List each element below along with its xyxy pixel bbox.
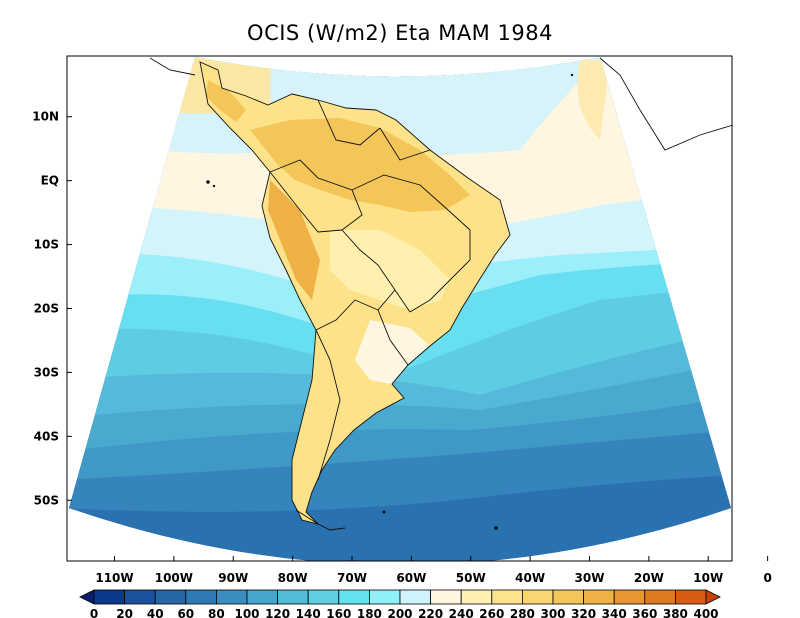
colorbar-label: 160 (326, 607, 351, 618)
x-tick-label: 90W (218, 571, 248, 585)
colorbar-label: 0 (90, 607, 98, 618)
plot-area (69, 57, 732, 561)
x-tick-label: 80W (278, 571, 308, 585)
colorbar-segment (491, 589, 523, 605)
colorbar-segment (277, 589, 309, 605)
colorbar-segment (583, 589, 615, 605)
colorbar-label: 340 (602, 607, 627, 618)
x-axis: 110W 100W 90W 80W 70W 60W 50W 40W 30W 20W 10W 0 (95, 556, 772, 585)
y-tick-label: EQ (41, 174, 59, 188)
colorbar-label: 260 (479, 607, 504, 618)
colorbar-label: 300 (540, 607, 565, 618)
colorbar-segment (675, 589, 707, 605)
colorbar-segment (215, 589, 248, 605)
colorbar-segment (522, 589, 554, 605)
colorbar-label: 20 (116, 607, 133, 618)
x-tick-label: 40W (515, 571, 545, 585)
y-tick-label: 20S (34, 302, 59, 316)
colorbar-segment (399, 589, 432, 605)
colorbar-segment (613, 589, 646, 605)
colorbar-segment (368, 589, 401, 605)
x-tick-label: 0 (763, 571, 771, 585)
colorbar-segment (246, 589, 279, 605)
colorbar-segment (124, 589, 156, 605)
y-tick-label: 40S (34, 429, 59, 443)
colorbar-segment (338, 589, 370, 605)
colorbar-segment (307, 589, 340, 605)
colorbar-arrow-low (79, 589, 95, 605)
colorbar-label: 40 (147, 607, 164, 618)
colorbar-segment (154, 589, 187, 605)
x-tick-label: 20W (634, 571, 664, 585)
x-tick-label: 50W (456, 571, 486, 585)
colorbar-label: 360 (632, 607, 657, 618)
coastlines (149, 57, 732, 531)
chart-title: OCIS (W/m2) Eta MAM 1984 (247, 21, 553, 45)
radiation-field (69, 57, 731, 561)
y-tick-label: 10N (32, 110, 59, 124)
colorbar-segment (430, 589, 462, 605)
colorbar-label: 120 (265, 607, 290, 618)
colorbar-segment (185, 589, 217, 605)
y-tick-label: 50S (34, 493, 59, 507)
colorbar: 0 20 40 60 80 100 120 140 160 180 200 220 240 260 280 3… (79, 589, 721, 618)
x-tick-label: 30W (575, 571, 605, 585)
colorbar-segment (552, 589, 585, 605)
x-tick-label: 60W (396, 571, 426, 585)
colorbar-label: 140 (296, 607, 321, 618)
colorbar-label: 240 (449, 607, 474, 618)
colorbar-label: 200 (387, 607, 412, 618)
colorbar-segment (644, 589, 676, 605)
islands (206, 73, 574, 530)
colorbar-label: 180 (357, 607, 382, 618)
x-tick-label: 10W (693, 571, 723, 585)
colorbar-arrow-high (705, 589, 721, 605)
colorbar-label: 220 (418, 607, 443, 618)
x-tick-label: 110W (95, 571, 133, 585)
y-tick-label: 10S (34, 238, 59, 252)
colorbar-label: 60 (177, 607, 194, 618)
x-tick-label: 70W (337, 571, 367, 585)
colorbar-segment (93, 589, 126, 605)
colorbar-label: 80 (208, 607, 225, 618)
colorbar-label: 320 (571, 607, 596, 618)
colorbar-label: 100 (234, 607, 259, 618)
y-tick-label: 30S (34, 365, 59, 379)
y-axis: 10N EQ 10S 20S 30S 40S 50S (32, 110, 72, 507)
colorbar-label: 400 (693, 607, 718, 618)
colorbar-label: 280 (510, 607, 535, 618)
x-tick-label: 100W (155, 571, 193, 585)
colorbar-label: 380 (663, 607, 688, 618)
colorbar-segment (460, 589, 493, 605)
